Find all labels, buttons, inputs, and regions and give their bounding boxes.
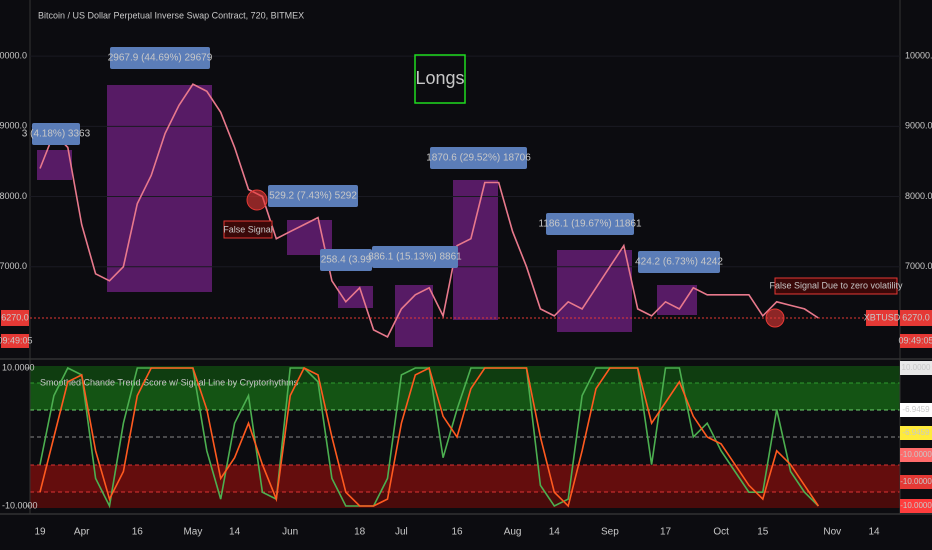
x-tick-label: 19 xyxy=(34,527,46,538)
series-line xyxy=(39,366,820,508)
x-tick-label: Jul xyxy=(395,527,408,538)
annotation: 258.4 (3.99 xyxy=(321,255,372,266)
x-tick-label: 14 xyxy=(229,527,241,538)
value-tag: -6.9459 xyxy=(902,405,930,414)
symbol-tag-bg xyxy=(866,309,898,326)
annotation-box xyxy=(110,47,210,69)
x-tick-label: Sep xyxy=(601,527,619,538)
value-tag-bg xyxy=(900,403,932,417)
annotation: 1870.6 (29.52%) 18706 xyxy=(426,153,531,164)
countdown: 09:49:05 xyxy=(0,335,33,345)
range-box xyxy=(107,85,212,292)
oversold-inner xyxy=(30,465,900,492)
annotation: 424.2 (6.73%) 4242 xyxy=(635,257,723,268)
value-tag-bg xyxy=(900,499,932,513)
value-tag: -6.9459 xyxy=(902,428,930,437)
annotation-box xyxy=(638,251,720,273)
annotation-box xyxy=(430,147,527,169)
x-tick-label: Jun xyxy=(282,527,298,538)
value-tag: -10.0000 xyxy=(900,477,932,486)
annotation: 3 (4.18%) 3363 xyxy=(22,129,91,140)
y-tick-label: -10.0000 xyxy=(2,500,38,510)
annotation: 2967.9 (44.69%) 29679 xyxy=(108,53,213,64)
range-box xyxy=(453,180,498,320)
annotation: 529.2 (7.43%) 5292 xyxy=(269,191,357,202)
value-tag: 10.0000 xyxy=(902,363,931,372)
false-signal-marker xyxy=(765,308,785,328)
x-tick-label: 14 xyxy=(868,527,880,538)
y-tick-label: 10000.0 xyxy=(905,51,932,61)
x-tick-label: 14 xyxy=(549,527,561,538)
price-tag-bg xyxy=(900,309,932,326)
y-tick-label: 10.0000 xyxy=(2,362,35,372)
annotation-box xyxy=(372,246,458,268)
x-tick-label: 18 xyxy=(354,527,366,538)
x-tick-label: 15 xyxy=(757,527,769,538)
range-box xyxy=(37,150,72,180)
value-tag: -10.0000 xyxy=(900,450,932,459)
annotation: 886.1 (15.13%) 8861 xyxy=(368,252,462,263)
false-signal-marker xyxy=(246,189,268,211)
symbol-tag: XBTUSD xyxy=(864,312,901,322)
value-tag-bg xyxy=(900,475,932,489)
value-tag-bg xyxy=(900,426,932,440)
price-tag: 6270.0 xyxy=(902,312,930,322)
countdown-bg xyxy=(900,333,932,348)
price-tag: 6270.0 xyxy=(1,312,29,322)
longs-label: Longs xyxy=(415,68,464,88)
y-tick-label: 7000.0 xyxy=(905,261,932,271)
false-signal-box xyxy=(223,220,273,239)
x-tick-label: 16 xyxy=(132,527,144,538)
x-tick-label: May xyxy=(183,527,202,538)
price-tag-bg xyxy=(1,309,29,326)
countdown-bg xyxy=(1,333,29,348)
value-tag-bg xyxy=(900,361,932,375)
longs-box xyxy=(414,54,466,104)
y-tick-label: 8000.0 xyxy=(0,191,27,201)
value-tag-bg xyxy=(900,448,932,462)
x-tick-label: Nov xyxy=(823,527,841,538)
false-signal-box xyxy=(774,277,898,295)
value-tag: -10.0000 xyxy=(900,501,932,510)
annotation-box xyxy=(546,213,634,235)
false-signal-label: False Signal Due to zero volatility xyxy=(769,280,903,290)
y-tick-label: 9000.0 xyxy=(0,121,27,131)
y-tick-label: 10000.0 xyxy=(0,51,27,61)
y-tick-label: 8000.0 xyxy=(905,191,932,201)
x-tick-label: Aug xyxy=(504,527,522,538)
y-tick-label: 9000.0 xyxy=(905,121,932,131)
x-tick-label: 16 xyxy=(451,527,463,538)
annotation: 1186.1 (19.67%) 11861 xyxy=(538,219,641,230)
range-box xyxy=(657,285,697,315)
annotation-box xyxy=(320,249,372,271)
indicator-title: Smoothed Chande Trend Score w/ Signal Li… xyxy=(40,377,299,387)
countdown: 09:49:05 xyxy=(898,335,932,345)
annotation-box xyxy=(32,123,80,145)
annotation-box xyxy=(268,185,358,207)
x-tick-label: Apr xyxy=(74,527,90,538)
series-line xyxy=(39,83,819,338)
x-tick-label: 17 xyxy=(660,527,672,538)
y-tick-label: 7000.0 xyxy=(0,261,27,271)
chart-title: Bitcoin / US Dollar Perpetual Inverse Sw… xyxy=(38,10,304,20)
x-tick-label: Oct xyxy=(713,527,729,538)
range-box xyxy=(395,285,433,347)
false-signal-label: False Signal xyxy=(223,224,273,234)
